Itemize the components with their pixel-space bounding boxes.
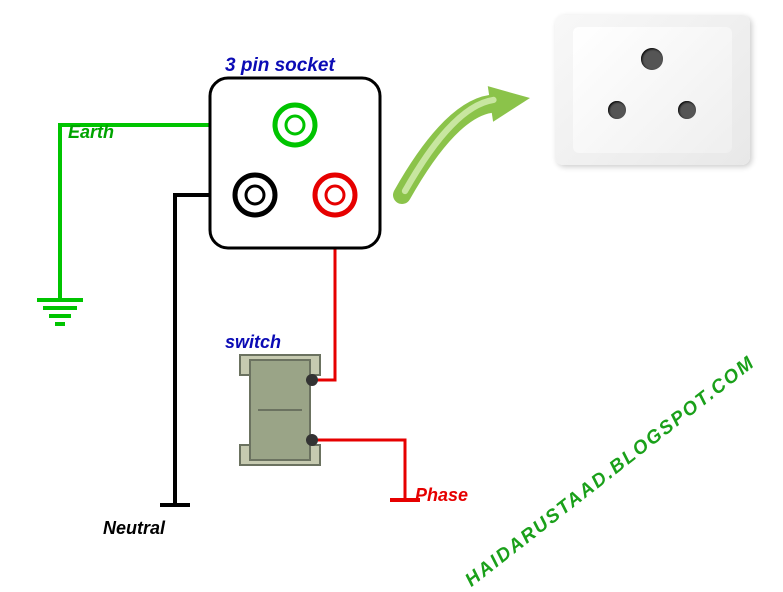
pin-neutral-inner: [246, 186, 264, 204]
neutral-label: Neutral: [103, 518, 165, 539]
photo-phase-hole: [678, 101, 696, 119]
photo-neutral-hole: [608, 101, 626, 119]
switch-terminal-1: [306, 434, 318, 446]
title-label: 3 pin socket: [225, 55, 335, 77]
switch-label: switch: [225, 332, 281, 353]
arrow-head: [488, 86, 530, 122]
wire-phase_supply: [315, 440, 405, 500]
pin-earth-inner: [286, 116, 304, 134]
photo-earth-hole: [641, 48, 663, 70]
pin-phase-inner: [326, 186, 344, 204]
arrow-body: [402, 104, 490, 195]
socket-photo-face: [573, 27, 732, 153]
phase-label: Phase: [415, 485, 468, 506]
socket-photo: [555, 15, 750, 165]
earth-label: Earth: [68, 122, 114, 143]
switch-terminal-0: [306, 374, 318, 386]
